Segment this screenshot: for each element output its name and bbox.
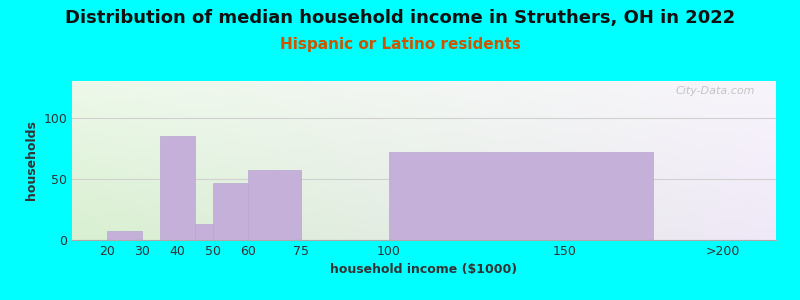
Text: Hispanic or Latino residents: Hispanic or Latino residents — [279, 38, 521, 52]
Bar — [213, 182, 248, 240]
Bar — [389, 152, 653, 240]
X-axis label: household income ($1000): household income ($1000) — [330, 263, 518, 276]
Bar — [195, 224, 213, 240]
Bar — [248, 170, 301, 240]
Bar — [107, 231, 142, 240]
Text: City-Data.com: City-Data.com — [675, 86, 755, 96]
Y-axis label: households: households — [25, 121, 38, 200]
Bar — [160, 136, 195, 240]
Text: Distribution of median household income in Struthers, OH in 2022: Distribution of median household income … — [65, 9, 735, 27]
